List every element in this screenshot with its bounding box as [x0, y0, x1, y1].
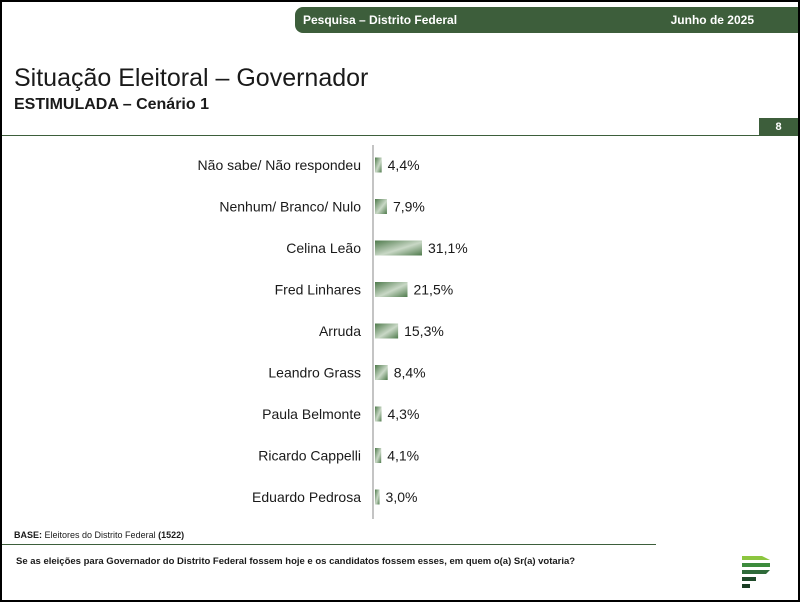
bar	[375, 365, 388, 380]
value-label: 15,3%	[404, 323, 444, 339]
title-divider	[2, 135, 798, 136]
value-label: 4,1%	[387, 448, 419, 464]
header-bar: Pesquisa – Distrito Federal Junho de 202…	[295, 7, 798, 33]
category-label: Ricardo Cappelli	[258, 448, 361, 464]
bar	[375, 199, 387, 214]
category-label: Arruda	[319, 323, 361, 339]
bar	[375, 489, 380, 505]
bar	[375, 282, 408, 297]
value-label: 4,3%	[387, 406, 419, 422]
value-label: 21,5%	[413, 282, 453, 298]
survey-question: Se as eleições para Governador do Distri…	[16, 556, 576, 567]
category-label: Celina Leão	[286, 240, 361, 256]
category-label: Nenhum/ Branco/ Nulo	[219, 199, 361, 215]
survey-name: Pesquisa – Distrito Federal	[303, 13, 458, 27]
page-subtitle: ESTIMULADA – Cenário 1	[14, 96, 209, 113]
value-label: 31,1%	[428, 240, 468, 256]
bar	[375, 323, 399, 339]
base-label: BASE:	[14, 530, 43, 540]
category-label: Paula Belmonte	[262, 406, 361, 422]
base-note: BASE: Eleitores do Distrito Federal (152…	[14, 530, 184, 540]
value-label: 7,9%	[393, 199, 425, 215]
value-label: 8,4%	[394, 365, 426, 381]
base-text: Eleitores do Distrito Federal	[44, 530, 156, 540]
bar	[375, 448, 382, 463]
category-label: Não sabe/ Não respondeu	[198, 157, 361, 173]
page-title: Situação Eleitoral – Governador	[14, 64, 369, 92]
brand-logo-icon	[742, 556, 770, 588]
footer-divider	[2, 544, 656, 545]
survey-date: Junho de 2025	[670, 13, 754, 27]
category-label: Eduardo Pedrosa	[252, 489, 361, 505]
category-label: Leandro Grass	[268, 365, 361, 381]
value-label: 3,0%	[386, 489, 418, 505]
bar	[375, 406, 382, 422]
page-number: 8	[759, 118, 798, 136]
bar	[375, 157, 382, 173]
base-count: (1522)	[158, 530, 185, 540]
value-label: 4,4%	[388, 157, 420, 173]
category-label: Fred Linhares	[275, 282, 361, 298]
bar	[375, 240, 422, 256]
